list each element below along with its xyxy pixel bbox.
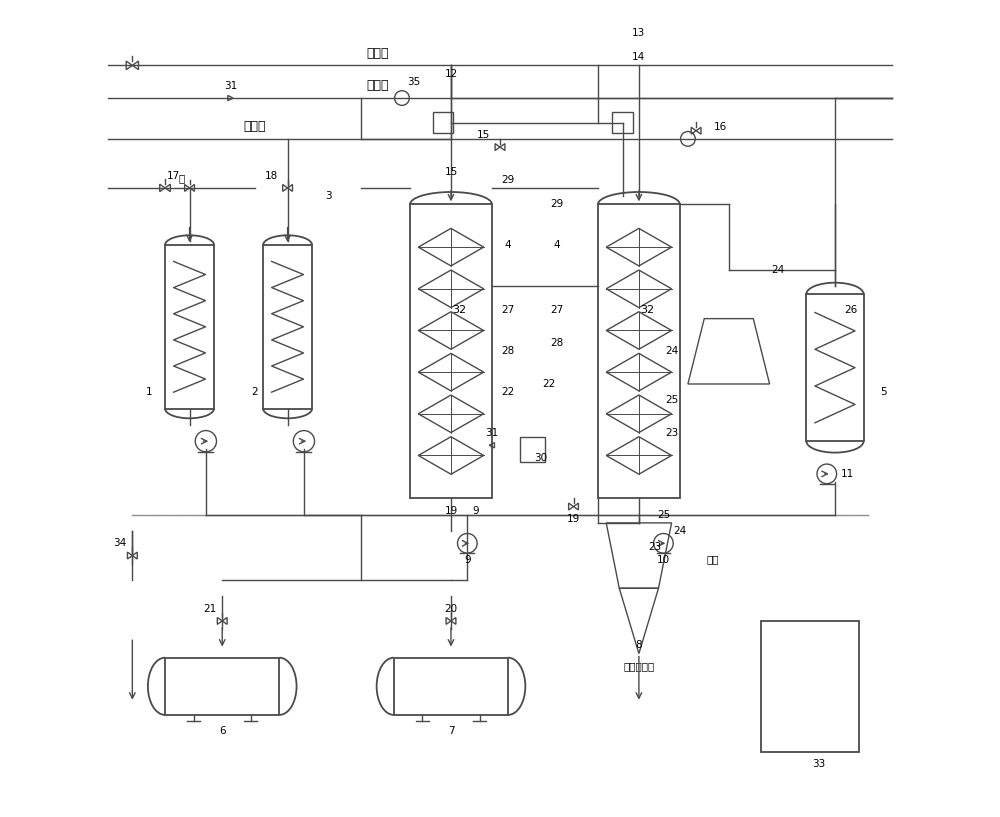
Text: 23: 23 xyxy=(649,542,662,552)
Text: 16: 16 xyxy=(714,122,727,132)
Text: 3: 3 xyxy=(325,191,332,201)
Text: 35: 35 xyxy=(408,77,421,87)
Bar xyxy=(806,294,864,441)
Text: 28: 28 xyxy=(502,346,515,356)
Text: 24: 24 xyxy=(665,346,678,356)
Text: 28: 28 xyxy=(551,338,564,348)
Bar xyxy=(612,113,633,133)
Text: 11: 11 xyxy=(841,469,854,479)
Text: 9: 9 xyxy=(472,506,479,516)
Text: 32: 32 xyxy=(640,306,654,315)
Text: 水: 水 xyxy=(178,173,184,183)
Bar xyxy=(394,658,508,715)
Text: 生物质: 生物质 xyxy=(366,47,389,60)
Text: 34: 34 xyxy=(113,538,127,548)
Text: 废渣: 废渣 xyxy=(706,555,719,565)
Bar xyxy=(165,245,214,408)
Text: 4: 4 xyxy=(554,240,561,250)
Text: 17: 17 xyxy=(167,171,180,181)
Bar xyxy=(761,621,859,752)
Text: 20: 20 xyxy=(444,604,458,614)
Text: 14: 14 xyxy=(632,52,646,62)
Text: 催化剂回收: 催化剂回收 xyxy=(623,661,655,671)
Text: 30: 30 xyxy=(534,453,547,462)
Text: 9: 9 xyxy=(464,555,471,565)
Text: 10: 10 xyxy=(657,555,670,565)
Text: 21: 21 xyxy=(203,604,217,614)
Text: 33: 33 xyxy=(812,759,825,769)
Text: 13: 13 xyxy=(632,28,646,38)
Text: 15: 15 xyxy=(477,130,490,140)
Text: 4: 4 xyxy=(505,240,511,250)
Text: 催化剂: 催化剂 xyxy=(244,120,266,133)
Text: 8: 8 xyxy=(636,641,642,650)
Bar xyxy=(433,113,453,133)
Text: 29: 29 xyxy=(502,175,515,185)
Text: 27: 27 xyxy=(551,306,564,315)
Text: 18: 18 xyxy=(265,171,278,181)
Bar xyxy=(598,204,680,498)
Text: 19: 19 xyxy=(444,506,458,516)
Text: 32: 32 xyxy=(452,306,466,315)
Text: 22: 22 xyxy=(502,387,515,397)
Text: 7: 7 xyxy=(448,726,454,736)
Text: 26: 26 xyxy=(845,306,858,315)
Text: 1: 1 xyxy=(145,387,152,397)
Text: 22: 22 xyxy=(542,379,556,389)
Text: 23: 23 xyxy=(665,428,678,438)
Text: 12: 12 xyxy=(444,69,458,78)
Text: 19: 19 xyxy=(567,514,580,524)
Text: 15: 15 xyxy=(444,167,458,176)
Text: 2: 2 xyxy=(252,387,258,397)
Bar xyxy=(263,245,312,408)
Bar xyxy=(520,437,545,462)
Text: 24: 24 xyxy=(771,265,784,275)
Text: 31: 31 xyxy=(485,428,498,438)
Text: 27: 27 xyxy=(502,306,515,315)
Bar xyxy=(410,204,492,498)
Text: 5: 5 xyxy=(881,387,887,397)
Bar xyxy=(165,658,279,715)
Text: 29: 29 xyxy=(551,199,564,209)
Text: 蒸　汽: 蒸 汽 xyxy=(366,79,389,92)
Text: 24: 24 xyxy=(673,526,686,536)
Text: 25: 25 xyxy=(665,395,678,405)
Text: 31: 31 xyxy=(224,81,237,91)
Text: 25: 25 xyxy=(657,510,670,520)
Text: 6: 6 xyxy=(219,726,226,736)
